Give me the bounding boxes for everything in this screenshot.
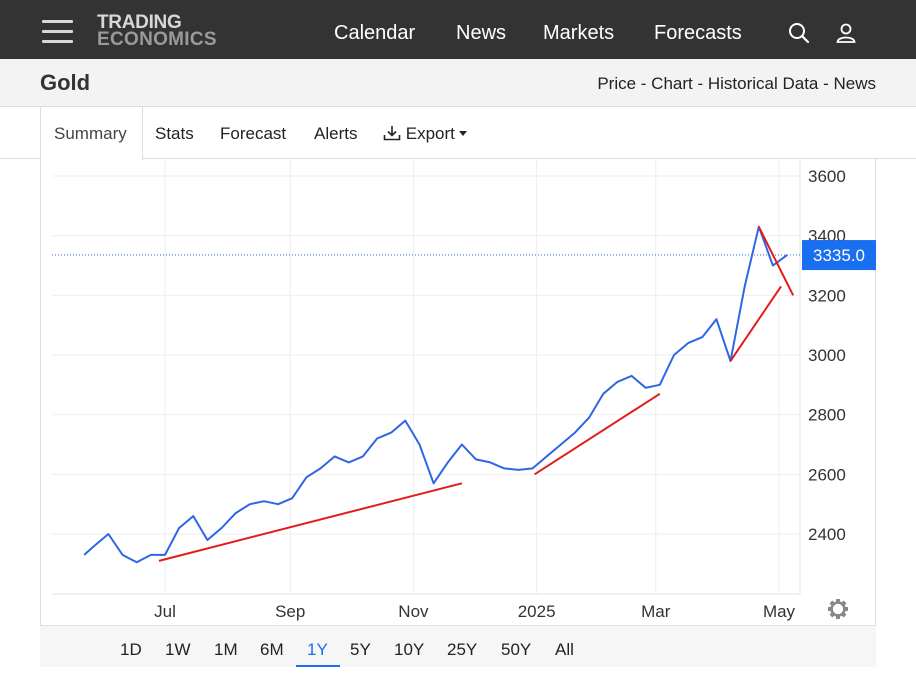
range-1w[interactable]: 1W (165, 640, 191, 659)
page-title: Gold (40, 70, 91, 95)
nav-link-calendar[interactable]: Calendar (334, 22, 416, 44)
title-bar: Gold Price - Chart - Historical Data - N… (0, 59, 916, 107)
range-25y[interactable]: 25Y (447, 640, 478, 659)
tab-summary[interactable]: Summary (40, 107, 143, 160)
last-price-badge (802, 240, 876, 271)
logo-line-2: ECONOMICS (97, 29, 217, 50)
x-tick-label: Sep (275, 602, 305, 621)
nav-link-markets[interactable]: Markets (543, 22, 615, 44)
y-tick-label: 3600 (808, 167, 846, 186)
range-1d[interactable]: 1D (120, 640, 142, 659)
tab-stats[interactable]: Stats (155, 124, 194, 143)
trendline (757, 226, 795, 296)
price-line (83, 225, 788, 564)
export-label: Export (405, 124, 455, 143)
tab-forecast[interactable]: Forecast (220, 124, 287, 143)
logo-line-1: TRADING (97, 12, 182, 33)
y-tick-label: 2400 (808, 525, 846, 544)
search-icon[interactable] (787, 21, 811, 45)
x-tick-label: Jul (154, 602, 176, 621)
range-5y[interactable]: 5Y (350, 640, 371, 659)
chevron-down-icon (458, 130, 467, 136)
tab-alerts[interactable]: Alerts (314, 124, 358, 143)
range-all[interactable]: All (555, 640, 574, 659)
top-navigation: TRADING ECONOMICS Calendar News Markets … (0, 0, 916, 59)
gear-icon[interactable] (828, 599, 848, 619)
range-10y[interactable]: 10Y (394, 640, 425, 659)
y-tick-label: 3000 (808, 346, 846, 365)
range-50y[interactable]: 50Y (501, 640, 532, 659)
last-price-label: 3335.0 (813, 246, 865, 265)
tab-bar: Summary Stats Forecast Alerts Export (0, 107, 916, 160)
range-1y[interactable]: 1Y (307, 640, 328, 659)
x-tick-label: May (763, 602, 796, 621)
breadcrumb[interactable]: Price - Chart - Historical Data - News (597, 74, 876, 93)
range-selector: 1D 1W 1M 6M 1Y 5Y 10Y 25Y 50Y All (40, 625, 876, 667)
nav-link-news[interactable]: News (456, 22, 507, 44)
x-tick-label: Nov (398, 602, 429, 621)
active-range-underline (296, 665, 340, 667)
download-icon (383, 126, 401, 141)
trendline (534, 392, 661, 476)
range-1m[interactable]: 1M (214, 640, 238, 659)
logo[interactable]: TRADING ECONOMICS (97, 12, 217, 50)
user-icon[interactable] (834, 21, 858, 45)
hamburger-menu-icon[interactable] (42, 20, 73, 44)
nav-link-forecasts[interactable]: Forecasts (654, 22, 742, 44)
trendline (158, 482, 463, 562)
range-6m[interactable]: 6M (260, 640, 284, 659)
y-tick-label: 2800 (808, 406, 846, 425)
x-tick-label: 2025 (518, 602, 556, 621)
trendline (729, 285, 782, 362)
y-tick-label: 3200 (808, 286, 846, 305)
y-tick-label: 2600 (808, 465, 846, 484)
tab-export[interactable]: Export (383, 107, 467, 159)
x-tick-label: Mar (641, 602, 671, 621)
